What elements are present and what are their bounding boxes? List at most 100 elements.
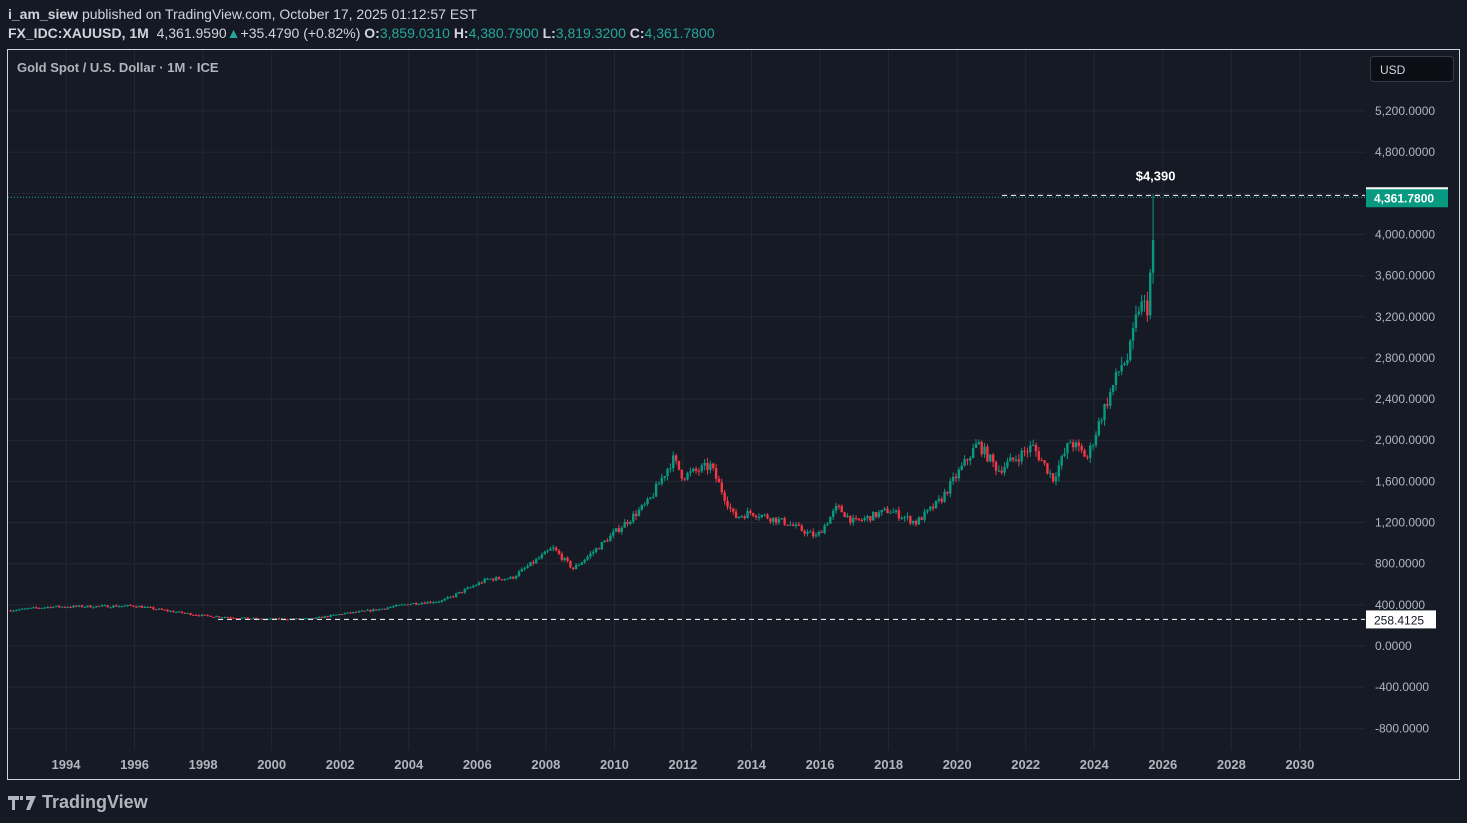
candle-body: [432, 602, 435, 604]
candle-body: [1091, 445, 1095, 447]
candle-body: [183, 612, 187, 614]
x-tick-label: 2004: [394, 757, 424, 772]
candle-body: [734, 511, 738, 518]
candle-body: [903, 517, 906, 519]
candle-body: [911, 520, 915, 524]
candle-body: [366, 609, 369, 611]
candle-body: [520, 568, 524, 572]
candle-body: [703, 463, 706, 466]
candle-body: [774, 517, 778, 523]
candle-body: [729, 506, 732, 509]
candle-body: [497, 577, 501, 580]
candle-body: [1046, 463, 1049, 474]
candle-body: [372, 609, 375, 612]
candle-body: [723, 492, 726, 501]
candle-body: [220, 617, 224, 619]
candle-body: [89, 605, 92, 608]
candle-body: [189, 613, 192, 615]
candle-body: [851, 518, 855, 523]
candle-body: [1066, 443, 1069, 454]
candle-body: [994, 461, 998, 471]
candle-body: [937, 498, 941, 501]
last-price-tag-top: [1366, 187, 1448, 190]
candle-body: [549, 548, 552, 551]
candle-body: [660, 477, 664, 484]
candle-body: [532, 562, 535, 564]
candle-body: [1000, 470, 1003, 473]
candle-body: [500, 579, 504, 581]
candle-body: [866, 516, 869, 519]
y-tick-label: 2,800.0000: [1375, 351, 1435, 365]
publish-info: i_am_siew published on TradingView.com, …: [8, 6, 477, 22]
candle-body: [309, 618, 312, 620]
candle-body: [929, 506, 932, 510]
candle-body: [1074, 442, 1078, 448]
low-value: 3,819.3200: [555, 25, 626, 41]
candle-body: [452, 596, 455, 598]
candle-body: [75, 605, 78, 607]
candle-body: [746, 511, 749, 519]
tradingview-logo[interactable]: TradingView: [8, 792, 148, 813]
author[interactable]: i_am_siew: [8, 6, 79, 22]
candle-body: [706, 463, 709, 470]
candle-body: [400, 604, 404, 606]
currency-button[interactable]: USD: [1370, 56, 1454, 82]
candle-body: [149, 606, 152, 608]
candle-body: [409, 604, 412, 606]
candle-body: [654, 483, 658, 497]
candle-body: [643, 503, 646, 505]
candle-body: [786, 524, 789, 526]
x-tick-label: 2012: [668, 757, 697, 772]
candle-body: [811, 531, 815, 537]
candle-body: [580, 562, 584, 565]
high-marker-label: $4,390: [1136, 168, 1176, 183]
candle-body: [817, 531, 821, 536]
candle-body: [480, 582, 484, 584]
candle-body: [1114, 372, 1118, 385]
candle-body: [732, 508, 735, 512]
candle-body: [863, 518, 866, 521]
candle-body: [594, 548, 598, 552]
candle-body: [957, 469, 961, 479]
candle-body: [469, 587, 472, 589]
candle-body: [540, 554, 544, 559]
candle-body: [389, 607, 392, 609]
candle-body: [857, 518, 861, 520]
candle-body: [886, 508, 889, 513]
candle-body: [669, 468, 672, 470]
candle-body: [552, 547, 555, 549]
chart-frame[interactable]: -800.0000 -400.0000 0.0000 400.0000 800.0000…: [7, 49, 1460, 780]
y-tick-label: 2,000.0000: [1375, 433, 1435, 447]
change: +35.4790 (+0.82%): [240, 25, 361, 41]
candle-body: [246, 617, 249, 619]
candle-body: [15, 610, 18, 612]
price-chart[interactable]: -800.0000 -400.0000 0.0000 400.0000 800.0000…: [8, 50, 1459, 779]
candle-body: [803, 530, 806, 534]
candle-body: [726, 500, 729, 507]
candle-body: [757, 516, 761, 518]
candle-body: [80, 605, 84, 608]
candle-body: [137, 606, 141, 608]
candle-body: [417, 604, 421, 606]
candle-body: [1097, 421, 1101, 436]
candle-body: [777, 519, 781, 523]
candle-body: [1009, 457, 1012, 462]
candle-body: [600, 542, 604, 550]
candle-body: [394, 604, 398, 607]
y-tick-label: 800.0000: [1375, 557, 1425, 571]
candle-body: [423, 602, 426, 604]
candle-body: [66, 607, 69, 609]
candle-body: [980, 442, 983, 455]
candle-body: [620, 527, 624, 532]
candle-body: [197, 615, 201, 617]
candle-body: [694, 468, 698, 471]
candle-body: [69, 607, 72, 609]
candle-body: [492, 578, 495, 581]
candle-body: [537, 558, 541, 560]
candle-body: [889, 512, 892, 514]
candle-body: [212, 616, 215, 618]
candle-body: [29, 607, 32, 609]
candle-body: [1140, 301, 1143, 312]
candle-body: [720, 482, 723, 493]
candle-body: [954, 476, 958, 479]
